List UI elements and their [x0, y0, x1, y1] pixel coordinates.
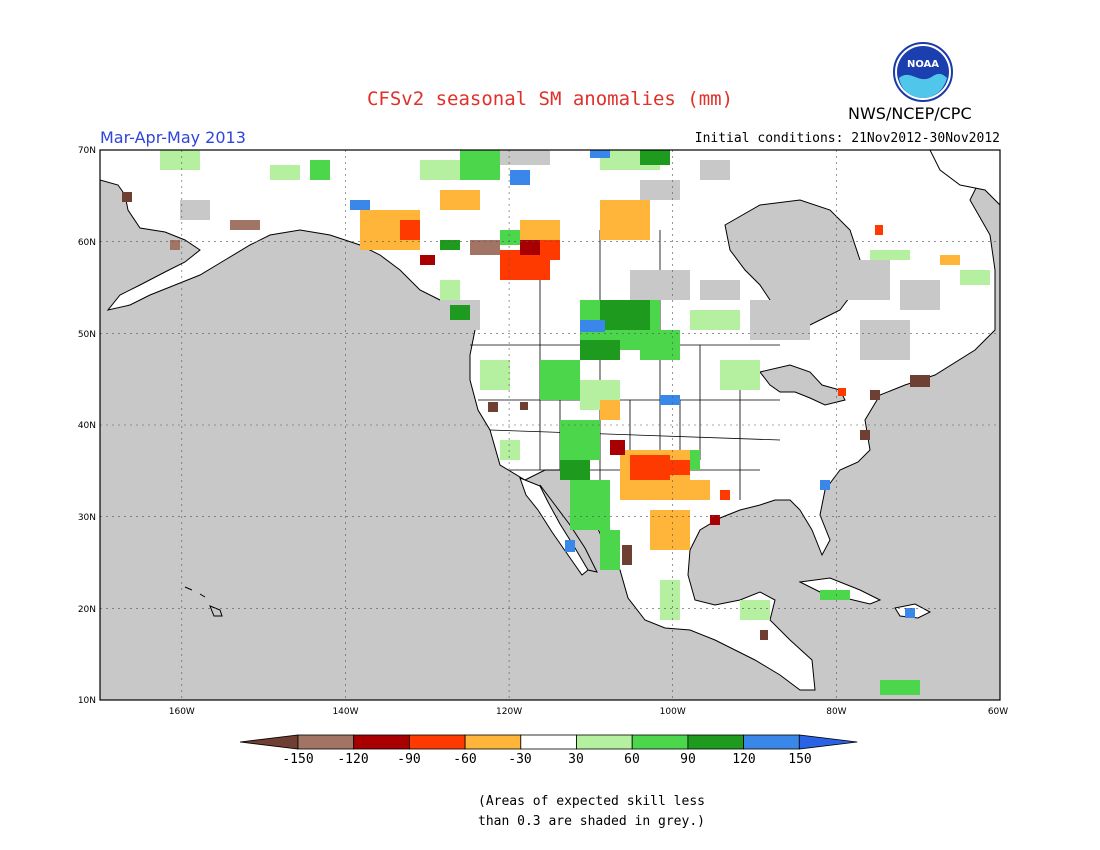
colorbar-swatch	[353, 734, 410, 750]
lat-label: 10N	[78, 696, 96, 706]
colorbar-label: 30	[568, 752, 584, 767]
colorbar-swatch	[464, 734, 522, 750]
lon-label: 80W	[826, 707, 846, 717]
anomaly-cells	[122, 150, 990, 695]
color-bar-labels: -150 -120 -90 -60 -30 30 60 90 120 150	[282, 752, 811, 767]
lon-axis: 160W 140W 120W 100W 80W 60W	[169, 707, 1009, 717]
colorbar-label: -30	[508, 752, 531, 767]
hawaii	[184, 586, 223, 617]
colorbar-label: -90	[397, 752, 420, 767]
colorbar-swatch	[408, 734, 466, 750]
forecast-period: Mar-Apr-May 2013	[100, 128, 246, 147]
map-title: CFSv2 seasonal SM anomalies (mm)	[366, 88, 734, 110]
lon-label: 100W	[660, 707, 686, 717]
lat-label: 50N	[78, 330, 96, 340]
colorbar-label: 150	[788, 752, 811, 767]
lon-label: 160W	[169, 707, 195, 717]
greenland	[929, 150, 1000, 206]
lat-label: 30N	[78, 513, 96, 523]
initial-conditions: Initial conditions: 21Nov2012-30Nov2012	[694, 131, 1000, 146]
colorbar-swatch	[520, 734, 577, 750]
colorbar-arrow-low	[239, 734, 299, 750]
land-layer	[100, 150, 1000, 700]
colorbar-label: -60	[453, 752, 476, 767]
lon-label: 140W	[332, 707, 358, 717]
colorbar-swatch	[576, 734, 633, 750]
logo-text: NOAA	[907, 59, 939, 70]
map-frame	[99, 149, 1001, 701]
lat-label: 40N	[78, 421, 96, 431]
noaa-logo: NOAA	[893, 42, 953, 102]
skill-note: (Areas of expected skill less than 0.3 a…	[478, 792, 705, 832]
skill-note-line: (Areas of expected skill less	[478, 794, 705, 809]
skill-note-line: than 0.3 are shaded in grey.)	[478, 814, 705, 829]
colorbar-arrow-high	[798, 734, 858, 750]
lat-label: 20N	[78, 605, 96, 615]
great-lakes	[759, 364, 846, 406]
lat-label: 70N	[78, 146, 96, 156]
colorbar-label: -120	[337, 752, 368, 767]
colorbar-swatch	[297, 734, 355, 750]
hudson-bay	[724, 199, 861, 331]
colorbar-swatch	[743, 734, 800, 750]
lat-axis: 70N 60N 50N 40N 30N 20N 10N	[78, 146, 96, 706]
lon-label: 120W	[496, 707, 522, 717]
colorbar-label: 120	[732, 752, 755, 767]
colorbar-label: -150	[282, 752, 313, 767]
lat-label: 60N	[78, 238, 96, 248]
colorbar-swatch	[687, 734, 745, 750]
color-bar	[239, 734, 858, 750]
agency-label: NWS/NCEP/CPC	[848, 104, 972, 123]
colorbar-label: 60	[624, 752, 640, 767]
colorbar-label: 90	[680, 752, 696, 767]
graticule	[100, 150, 1000, 700]
colorbar-swatch	[631, 734, 689, 750]
lon-label: 60W	[988, 707, 1008, 717]
